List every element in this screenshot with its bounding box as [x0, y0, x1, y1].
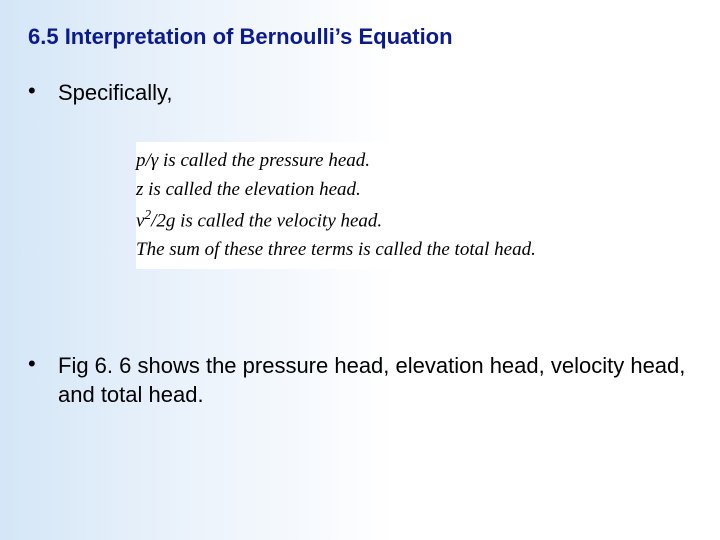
- bullet-text: Fig 6. 6 shows the pressure head, elevat…: [58, 351, 692, 410]
- bullet-marker: •: [28, 78, 58, 104]
- definition-line: p/γ is called the pressure head.: [136, 146, 536, 175]
- definition-line: z is called the elevation head.: [136, 175, 536, 204]
- definition-line: v2/2g is called the velocity head.: [136, 205, 536, 236]
- slide-title: 6.5 Interpretation of Bernoulli’s Equati…: [28, 24, 692, 50]
- definition-term-suffix: /2g: [151, 210, 175, 231]
- definition-rest: is called the velocity head.: [175, 210, 382, 231]
- bullet-item: • Specifically,: [28, 78, 692, 108]
- slide: 6.5 Interpretation of Bernoulli’s Equati…: [0, 0, 720, 540]
- bullet-marker: •: [28, 351, 58, 377]
- bullet-text: Specifically,: [58, 78, 692, 108]
- definitions-block: p/γ is called the pressure head. z is ca…: [136, 142, 544, 269]
- definition-rest: is called the pressure head.: [158, 150, 370, 171]
- definition-full-line: The sum of these three terms is called t…: [136, 239, 536, 260]
- definition-line: The sum of these three terms is called t…: [136, 235, 536, 264]
- bullet-item: • Fig 6. 6 shows the pressure head, elev…: [28, 351, 692, 410]
- definition-term: p/γ: [136, 150, 158, 171]
- definition-rest: is called the elevation head.: [143, 179, 360, 200]
